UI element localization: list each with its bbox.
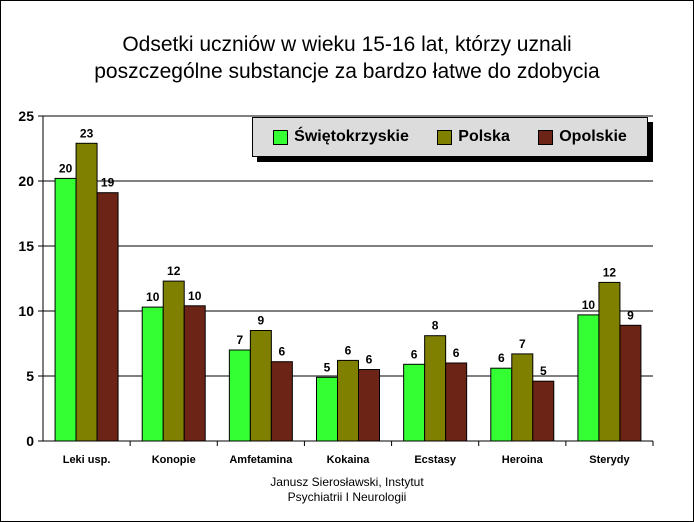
data-label: 5 [324, 360, 331, 374]
x-tick-label: Ecstasy [414, 454, 456, 466]
bar-polska [511, 353, 534, 442]
legend-item: Opolskie [538, 128, 627, 146]
x-tick-label: Konopie [152, 454, 196, 466]
y-tick-label: 20 [18, 173, 34, 189]
bar-polska [337, 359, 359, 442]
x-tick-label: Sterydy [589, 454, 630, 466]
data-label: 23 [80, 126, 94, 140]
data-label: 20 [59, 161, 73, 175]
bar-świętokrzyskie [316, 376, 338, 442]
bar-świętokrzyskie [490, 367, 513, 442]
data-label: 12 [603, 265, 617, 279]
credit-line-1: Janusz Sierosławski, Instytut [270, 475, 424, 489]
data-label: 9 [258, 314, 265, 328]
bar-polska [162, 280, 185, 442]
bar-opolskie [183, 305, 206, 442]
data-label: 12 [167, 264, 181, 278]
bar-opolskie [358, 369, 380, 442]
data-label: 9 [627, 308, 634, 322]
legend-item: Świętokrzyskie [273, 128, 409, 146]
data-label: 6 [279, 345, 286, 359]
legend-label: Opolskie [559, 128, 627, 145]
bar-opolskie [445, 362, 468, 442]
chart-legend: Świętokrzyskie Polska Opolskie [252, 117, 648, 157]
bar-świętokrzyskie [403, 363, 426, 442]
legend-label: Polska [458, 128, 510, 145]
bar-opolskie [619, 324, 642, 442]
x-tick-label: Heroina [502, 454, 544, 466]
bar-polska [75, 142, 98, 442]
bar-polska [598, 281, 621, 442]
legend-swatch [273, 129, 289, 145]
chart-credit: Janusz Sierosławski, Instytut Psychiatri… [1, 475, 693, 505]
bar-opolskie [96, 192, 119, 442]
legend-swatch [437, 129, 453, 145]
data-label: 6 [453, 346, 460, 360]
bar-polska [249, 330, 272, 442]
y-tick-label: 0 [26, 433, 34, 449]
data-label: 6 [498, 351, 505, 365]
x-tick-label: Kokaina [327, 454, 371, 466]
data-label: 6 [345, 343, 352, 357]
data-label: 5 [540, 364, 547, 378]
y-tick-label: 25 [18, 108, 34, 124]
data-label: 8 [432, 319, 439, 333]
y-tick-label: 5 [26, 368, 34, 384]
data-label: 7 [237, 333, 244, 347]
bar-opolskie [270, 361, 293, 442]
data-label: 10 [188, 289, 202, 303]
legend-swatch [538, 129, 554, 145]
data-label: 10 [582, 298, 596, 312]
bar-świętokrzyskie [54, 177, 77, 442]
y-tick-label: 15 [18, 238, 34, 254]
credit-line-2: Psychiatrii I Neurologii [287, 490, 407, 504]
data-label: 19 [101, 176, 115, 190]
x-tick-label: Amfetamina [229, 454, 293, 466]
chart-title-line-2: poszczególne substancje za bardzo łatwe … [94, 60, 600, 83]
bar-polska [424, 335, 447, 442]
bar-opolskie [532, 380, 555, 442]
bar-świętokrzyskie [577, 314, 600, 442]
data-label: 10 [146, 290, 160, 304]
bar-świętokrzyskie [141, 306, 164, 442]
legend-item: Polska [437, 128, 510, 146]
data-label: 6 [366, 353, 373, 367]
data-label: 7 [519, 337, 526, 351]
y-tick-label: 10 [18, 303, 34, 319]
x-tick-label: Leki usp. [63, 454, 111, 466]
legend-label: Świętokrzyskie [294, 128, 409, 145]
bar-świętokrzyskie [228, 349, 251, 442]
data-label: 6 [411, 347, 418, 361]
chart-title-line-1: Odsetki uczniów w wieku 15-16 lat, którz… [122, 33, 572, 56]
chart-title: Odsetki uczniów w wieku 15-16 lat, którz… [1, 31, 693, 85]
